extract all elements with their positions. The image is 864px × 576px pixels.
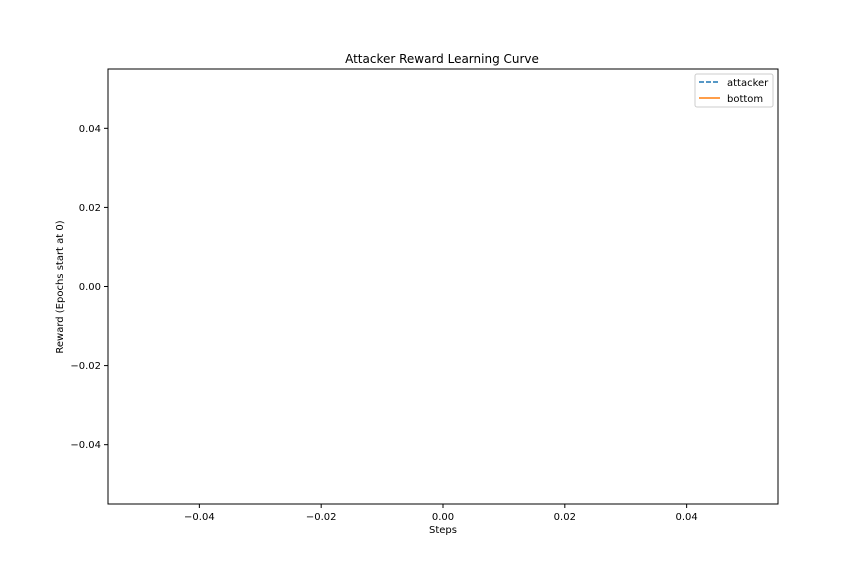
x-axis-label: Steps [429, 525, 457, 536]
y-axis-ticks: 0.04 0.02 0.00 −0.02 −0.04 [70, 124, 108, 451]
x-tick-label: 0.04 [676, 512, 698, 523]
y-axis-label: Reward (Epochs start at 0) [55, 220, 66, 353]
y-tick-label: 0.02 [79, 203, 101, 214]
legend: attacker bottom [694, 73, 774, 108]
x-tick-label: −0.02 [306, 512, 337, 523]
x-tick-label: 0.00 [432, 512, 454, 523]
x-axis-ticks: −0.04 −0.02 0.00 0.02 0.04 [184, 504, 698, 523]
y-tick-label: 0.00 [79, 282, 101, 293]
y-tick-label: −0.02 [70, 361, 101, 372]
plot-frame [107, 68, 779, 505]
legend-label-bottom: bottom [727, 94, 763, 105]
y-tick-label: 0.04 [79, 124, 101, 135]
x-tick-label: −0.04 [184, 512, 215, 523]
x-tick-label: 0.02 [554, 512, 576, 523]
legend-label-attacker: attacker [727, 78, 769, 89]
y-tick-label: −0.04 [70, 440, 101, 451]
chart-title: Attacker Reward Learning Curve [345, 52, 539, 66]
